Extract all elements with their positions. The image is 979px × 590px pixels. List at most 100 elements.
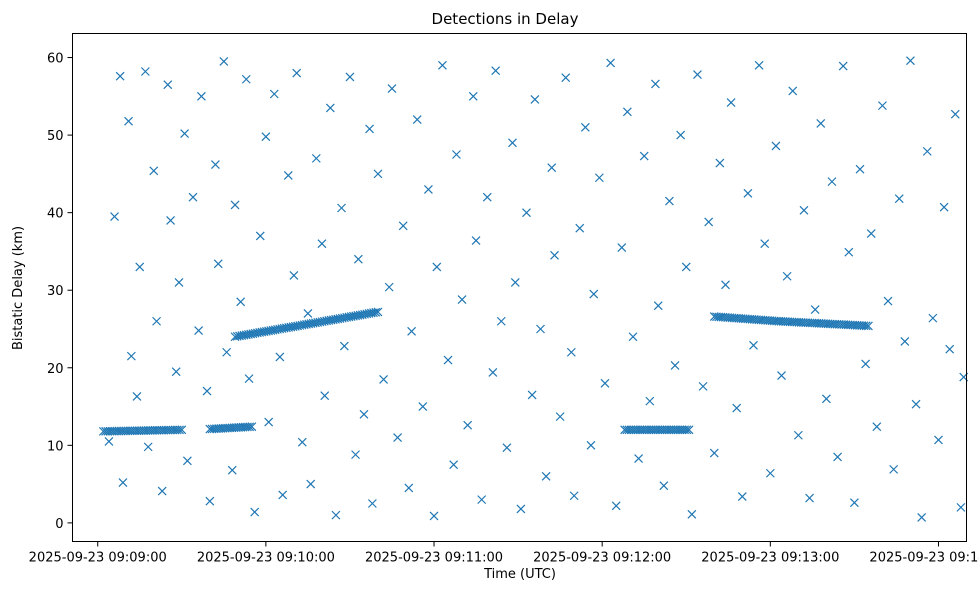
track-point — [655, 425, 665, 435]
data-point — [115, 71, 125, 81]
data-point — [227, 465, 237, 475]
data-point — [407, 326, 417, 336]
data-point — [264, 417, 274, 427]
data-point — [765, 468, 775, 478]
data-point — [213, 259, 223, 269]
data-point — [488, 368, 498, 377]
track-point — [675, 425, 685, 435]
data-point — [303, 309, 313, 318]
data-point — [541, 471, 551, 481]
data-point — [634, 454, 644, 463]
data-point — [255, 231, 265, 241]
data-point — [124, 116, 133, 126]
data-point — [325, 103, 335, 113]
data-point — [737, 492, 747, 501]
x-tick-label: 2025-09-23 09:14:00 — [869, 551, 979, 566]
data-point — [443, 355, 453, 365]
data-point — [194, 326, 204, 335]
data-point — [617, 243, 627, 252]
data-point — [219, 56, 229, 66]
track-point — [626, 425, 636, 435]
x-axis: 2025-09-23 09:09:00 2025-09-23 09:10:00 20… — [29, 541, 979, 566]
data-point — [132, 392, 142, 401]
x-axis-label: Time (UTC) — [483, 567, 556, 582]
data-point — [429, 511, 439, 521]
data-point — [653, 301, 663, 311]
data-point — [171, 367, 181, 377]
data-point — [353, 254, 363, 264]
data-point — [404, 483, 414, 493]
data-point — [365, 124, 374, 134]
data-point — [693, 70, 702, 80]
data-point — [555, 412, 565, 422]
data-point — [140, 67, 150, 76]
y-axis: 0 10 20 30 40 50 60 — [47, 52, 73, 532]
data-point — [594, 173, 604, 183]
track-point — [671, 425, 681, 435]
data-point — [126, 351, 136, 361]
data-point — [639, 151, 649, 161]
track-point — [863, 321, 873, 331]
data-point — [339, 341, 349, 351]
data-point — [510, 278, 520, 287]
y-tick-label: 60 — [47, 52, 64, 67]
data-point — [351, 450, 360, 460]
data-point — [659, 481, 669, 491]
data-point — [292, 68, 302, 78]
data-point — [222, 347, 232, 357]
y-tick-label: 40 — [47, 207, 64, 222]
track-point — [640, 425, 650, 435]
data-point — [849, 498, 859, 508]
data-point — [536, 324, 545, 334]
data-point — [872, 422, 882, 432]
track-point — [644, 425, 654, 435]
data-point — [250, 507, 260, 517]
data-point — [715, 158, 725, 168]
data-point — [566, 347, 576, 357]
data-point — [508, 138, 517, 148]
data-point — [432, 262, 442, 272]
track-point — [631, 425, 641, 435]
data-point — [393, 433, 403, 442]
data-point — [289, 271, 299, 280]
data-point — [320, 391, 330, 401]
data-point — [645, 396, 655, 406]
data-point — [900, 336, 910, 346]
data-point — [827, 177, 837, 187]
data-point — [522, 208, 531, 218]
data-point — [269, 89, 279, 99]
data-point — [934, 435, 943, 445]
data-point — [732, 403, 742, 413]
track-point — [247, 422, 257, 432]
data-point — [793, 430, 803, 440]
track-point — [651, 425, 661, 435]
data-point — [202, 386, 212, 396]
x-tick-label: 2025-09-23 09:12:00 — [533, 551, 671, 566]
data-point — [676, 130, 686, 140]
data-point — [866, 229, 876, 239]
track-point — [653, 425, 663, 435]
data-point — [166, 215, 176, 225]
data-point — [600, 378, 610, 388]
track-point — [673, 425, 683, 435]
data-point — [760, 239, 770, 249]
data-point — [205, 496, 215, 506]
data-point — [956, 502, 966, 512]
track-point — [624, 425, 634, 435]
data-point — [297, 437, 307, 447]
data-point — [387, 84, 397, 93]
data-point — [628, 332, 638, 342]
data-point — [698, 381, 708, 391]
track-point — [682, 425, 692, 435]
data-point — [244, 374, 254, 384]
data-point — [516, 504, 526, 514]
data-point — [530, 94, 540, 104]
data-point — [477, 495, 487, 505]
data-point — [749, 340, 758, 350]
y-tick-label: 0 — [55, 517, 63, 532]
data-point — [681, 262, 691, 272]
data-point — [743, 188, 753, 198]
data-point — [799, 205, 809, 215]
data-point — [788, 86, 798, 96]
track-point — [677, 425, 687, 435]
